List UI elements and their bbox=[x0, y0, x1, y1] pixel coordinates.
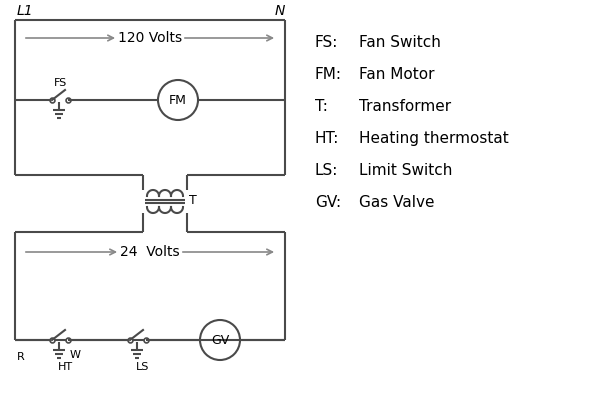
Text: Gas Valve: Gas Valve bbox=[359, 195, 434, 210]
Text: W: W bbox=[70, 350, 81, 360]
Text: GV:: GV: bbox=[315, 195, 341, 210]
Text: LS:: LS: bbox=[315, 163, 339, 178]
Text: 24  Volts: 24 Volts bbox=[120, 245, 180, 259]
Text: N: N bbox=[274, 4, 285, 18]
Text: R: R bbox=[17, 352, 25, 362]
Text: Fan Motor: Fan Motor bbox=[359, 67, 434, 82]
Text: FM:: FM: bbox=[315, 67, 342, 82]
Text: FM: FM bbox=[169, 94, 187, 106]
Text: Transformer: Transformer bbox=[359, 99, 451, 114]
Text: T:: T: bbox=[315, 99, 328, 114]
Text: GV: GV bbox=[211, 334, 229, 346]
Text: FS:: FS: bbox=[315, 35, 339, 50]
Text: FS: FS bbox=[54, 78, 67, 88]
Text: L1: L1 bbox=[17, 4, 34, 18]
Text: 120 Volts: 120 Volts bbox=[118, 31, 182, 45]
Text: LS: LS bbox=[136, 362, 149, 372]
Text: HT:: HT: bbox=[315, 131, 339, 146]
Text: Fan Switch: Fan Switch bbox=[359, 35, 441, 50]
Text: T: T bbox=[189, 194, 196, 206]
Text: HT: HT bbox=[58, 362, 73, 372]
Text: Heating thermostat: Heating thermostat bbox=[359, 131, 509, 146]
Text: Limit Switch: Limit Switch bbox=[359, 163, 453, 178]
